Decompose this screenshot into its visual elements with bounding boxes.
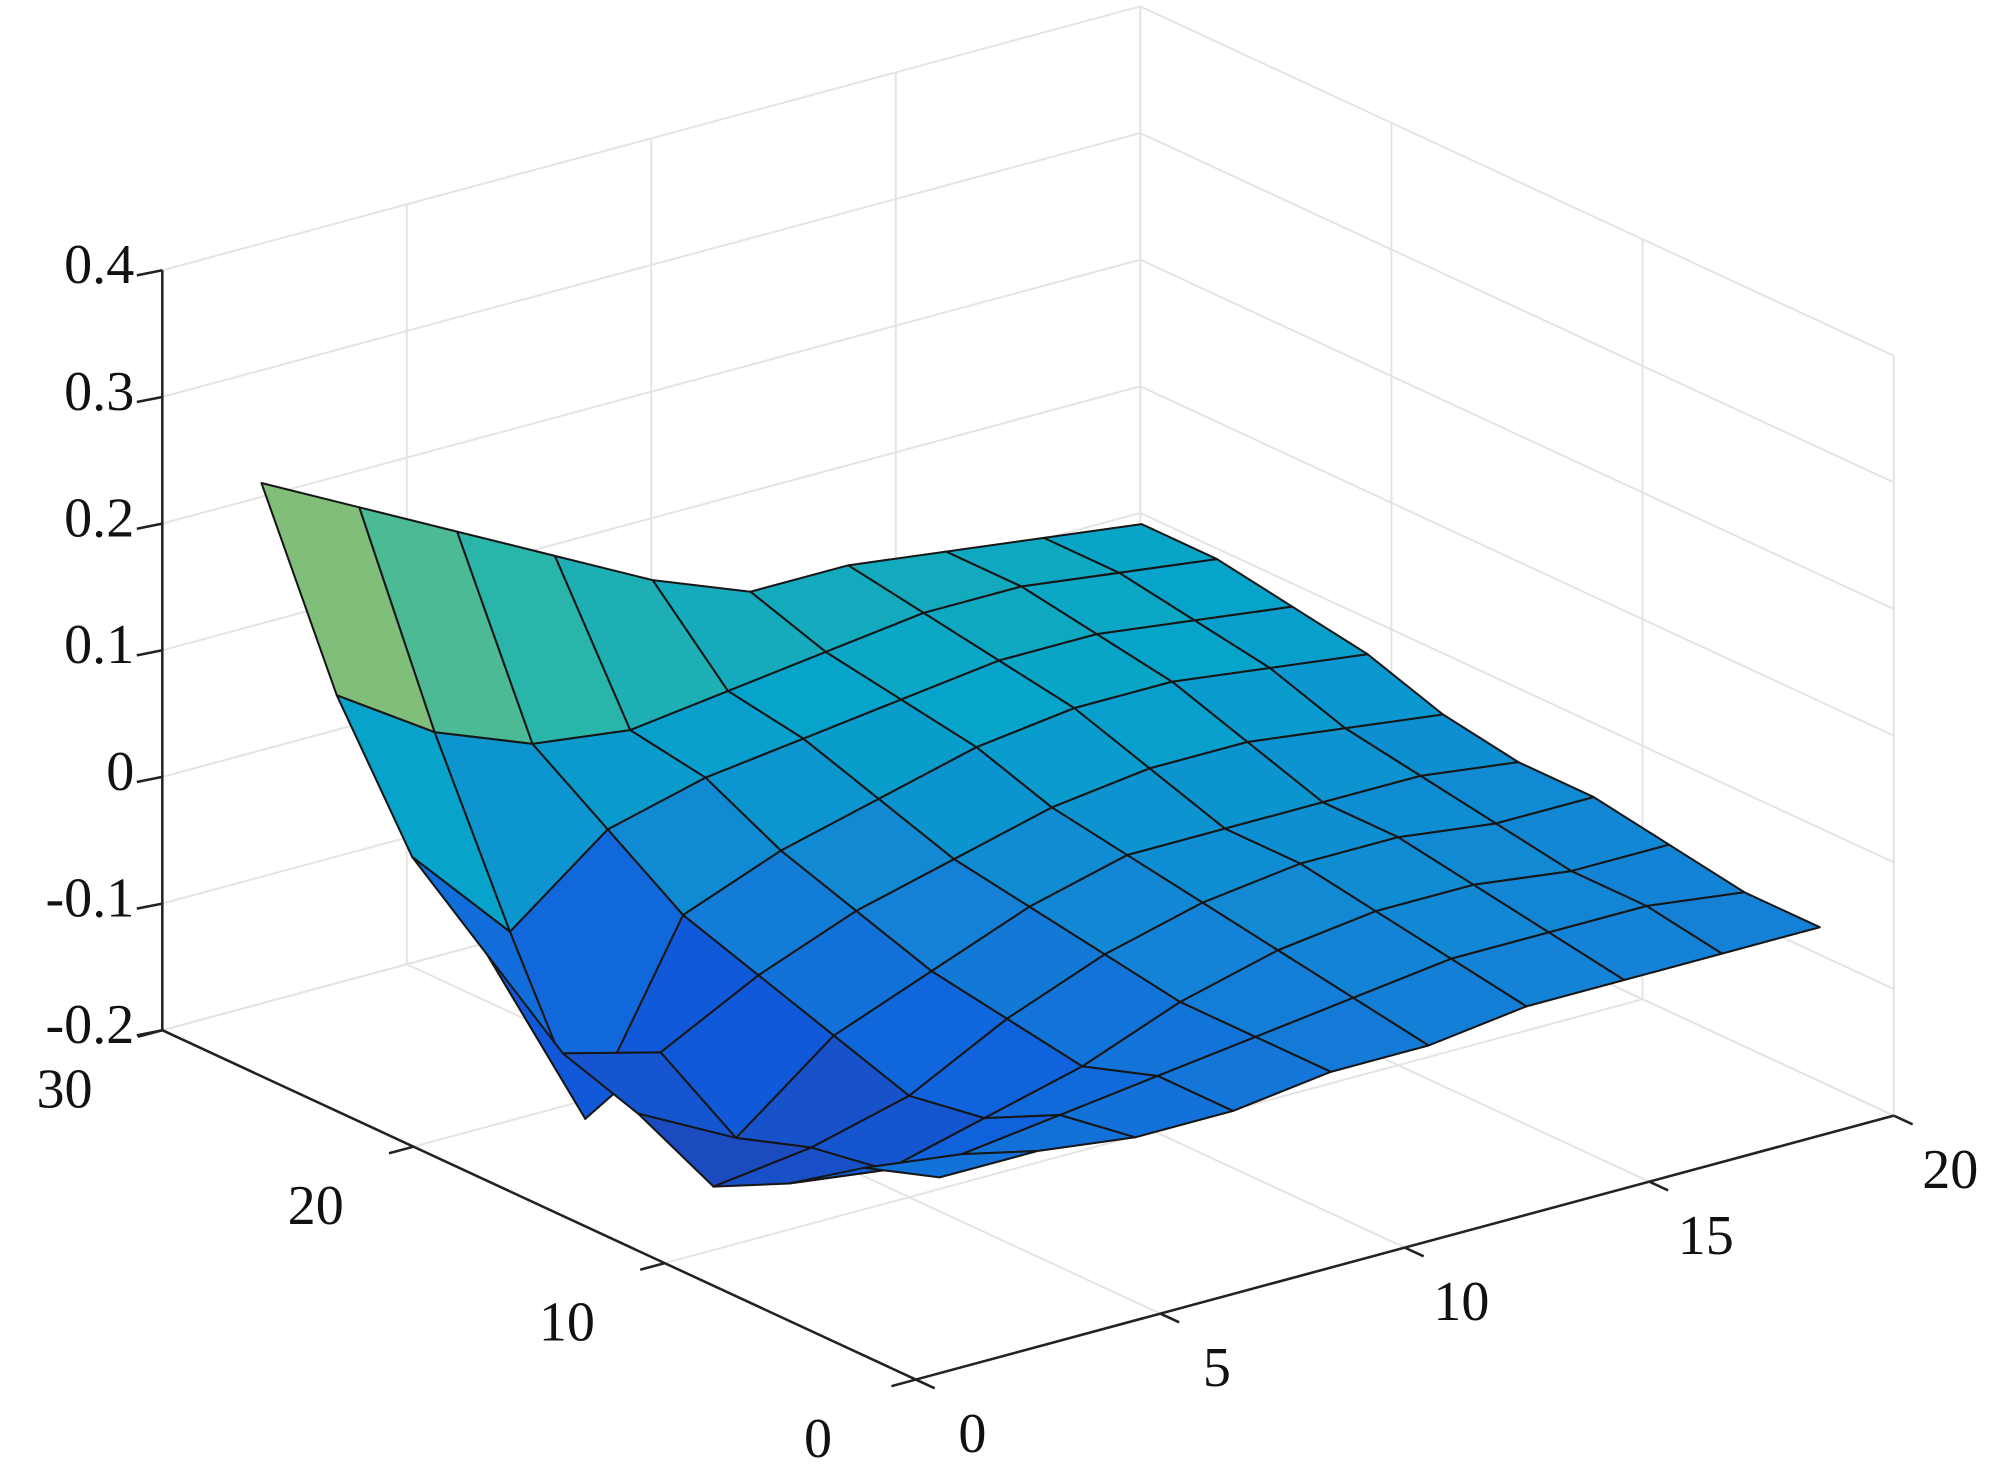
y-axis (161, 1029, 917, 1381)
grid-line (162, 132, 1141, 398)
x-tick-label: 0 (958, 1403, 986, 1465)
grid-line (1139, 5, 1895, 357)
z-tick (136, 522, 163, 530)
z-tick (136, 395, 163, 404)
z-tick-label: 0.4 (64, 234, 134, 296)
z-tick-label: -0.2 (45, 994, 134, 1056)
x-tick-label: 15 (1678, 1205, 1734, 1267)
grid-line (162, 5, 1141, 272)
x-tick-label: 10 (1433, 1271, 1489, 1333)
grid-line (1139, 132, 1895, 484)
y-tick-label: 10 (539, 1292, 595, 1354)
surface-patch (863, 1150, 1039, 1179)
z-tick-label: -0.1 (45, 867, 134, 929)
grid-line (162, 258, 1141, 525)
x-tick-label: 5 (1203, 1337, 1231, 1399)
z-tick-label: 0.1 (64, 614, 134, 676)
grid-line (1139, 512, 1895, 864)
y-tick (891, 1378, 917, 1388)
x-tick (1648, 1180, 1669, 1192)
z-tick (136, 649, 163, 657)
z-tick (136, 1028, 163, 1037)
z-tick-label: 0 (106, 741, 134, 803)
z-tick (136, 902, 163, 910)
y-tick-label: 30 (36, 1059, 92, 1121)
y-tick-label: 20 (288, 1175, 344, 1237)
z-tick-label: 0.2 (64, 487, 134, 549)
z-tick-label: 0.3 (64, 361, 134, 423)
grid-line (1139, 385, 1895, 737)
z-tick (136, 269, 163, 277)
x-tick-label: 20 (1922, 1139, 1978, 1201)
y-tick-label: 0 (804, 1408, 832, 1465)
x-tick (1159, 1312, 1180, 1324)
x-tick (1404, 1246, 1425, 1258)
grid-line (1139, 258, 1895, 610)
x-tick (915, 1378, 936, 1390)
y-tick (388, 1145, 414, 1155)
z-tick (136, 775, 163, 784)
y-tick (639, 1261, 666, 1271)
x-tick (1893, 1114, 1914, 1126)
